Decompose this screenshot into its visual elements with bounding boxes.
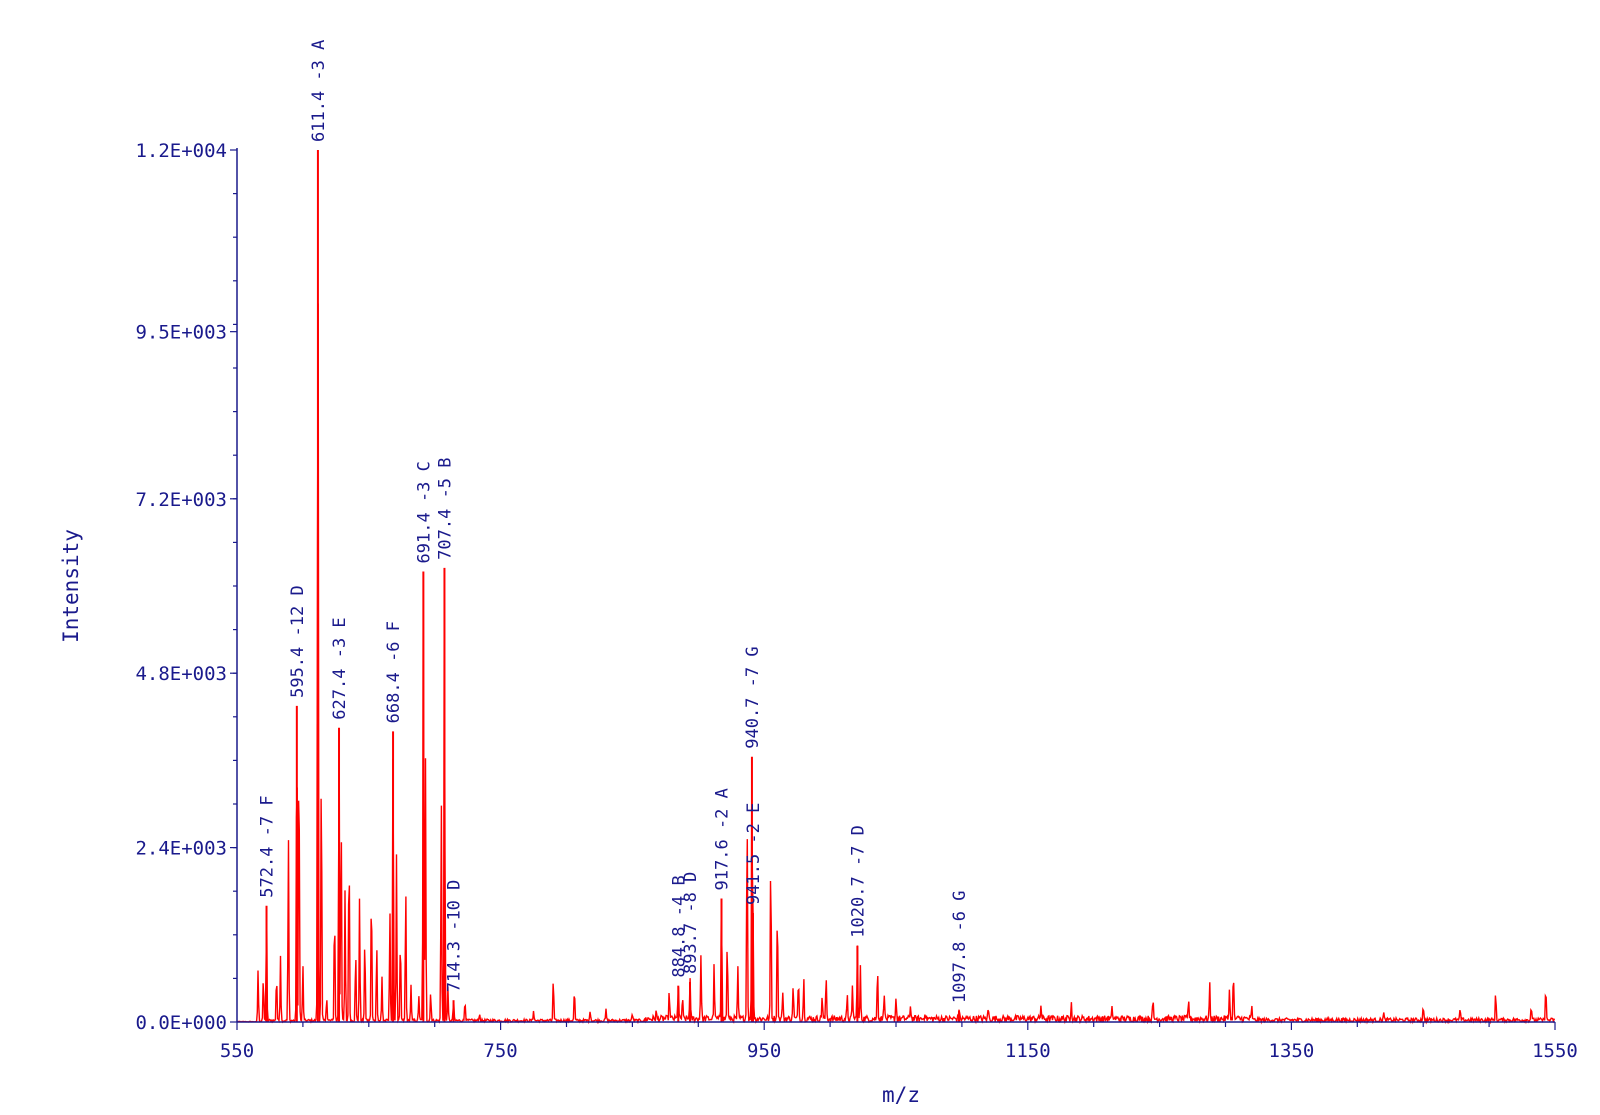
- y-tick-label: 0.0E+000: [135, 1012, 227, 1034]
- y-tick-label: 9.5E+003: [135, 322, 227, 344]
- x-tick-label: 1550: [1532, 1040, 1578, 1062]
- y-tick-label: 4.8E+003: [135, 663, 227, 685]
- peak-label: 707.4 -5 B: [435, 457, 455, 559]
- x-tick-label: 1350: [1269, 1040, 1315, 1062]
- peak-label: 691.4 -3 C: [414, 461, 434, 563]
- y-tick-label: 7.2E+003: [135, 489, 227, 511]
- y-axis-ticks: 0.0E+000 2.4E+003 4.8E+003 7.2E+003 9.5E+003…: [135, 140, 237, 1034]
- x-tick-label: 750: [483, 1040, 517, 1062]
- x-tick-label: 1150: [1005, 1040, 1051, 1062]
- peak-label: 941.5 -2 E: [744, 803, 764, 905]
- x-tick-label: 950: [747, 1040, 781, 1062]
- peak-label: 627.4 -3 E: [330, 617, 350, 719]
- peak-label: 714.3 -10 D: [445, 880, 465, 993]
- peak-label: 893.7 -8 D: [681, 872, 701, 974]
- peak-label: 884.8 -4 B: [669, 875, 689, 977]
- peak-label: 668.4 -6 F: [384, 621, 404, 723]
- peak-labels: 572.4 -7 F 595.4 -12 D 611.4 -3 A 627.4 -3 …: [258, 40, 970, 1003]
- peak-label: 611.4 -3 A: [309, 40, 329, 142]
- peak-label: 572.4 -7 F: [258, 795, 278, 897]
- x-axis-ticks: 550 750 950 1150 1350 1550: [220, 1022, 1578, 1062]
- peak-label: 595.4 -12 D: [288, 585, 308, 698]
- spectrum-trace: [236, 303, 1555, 1025]
- peak-label: 940.7 -7 G: [743, 646, 763, 748]
- peak-label: 1097.8 -6 G: [950, 891, 970, 1004]
- y-axis-label: Intensity: [59, 529, 83, 643]
- y-tick-label: 2.4E+003: [135, 838, 227, 860]
- x-tick-label: 550: [220, 1040, 254, 1062]
- x-axis-label: m/z: [882, 1083, 920, 1107]
- y-tick-label: 1.2E+004: [135, 140, 227, 162]
- peak-label: 1020.7 -7 D: [848, 825, 868, 938]
- plot-area: [236, 150, 1555, 1025]
- peak-label: 917.6 -2 A: [712, 788, 732, 890]
- peak-lines: [265, 150, 961, 1022]
